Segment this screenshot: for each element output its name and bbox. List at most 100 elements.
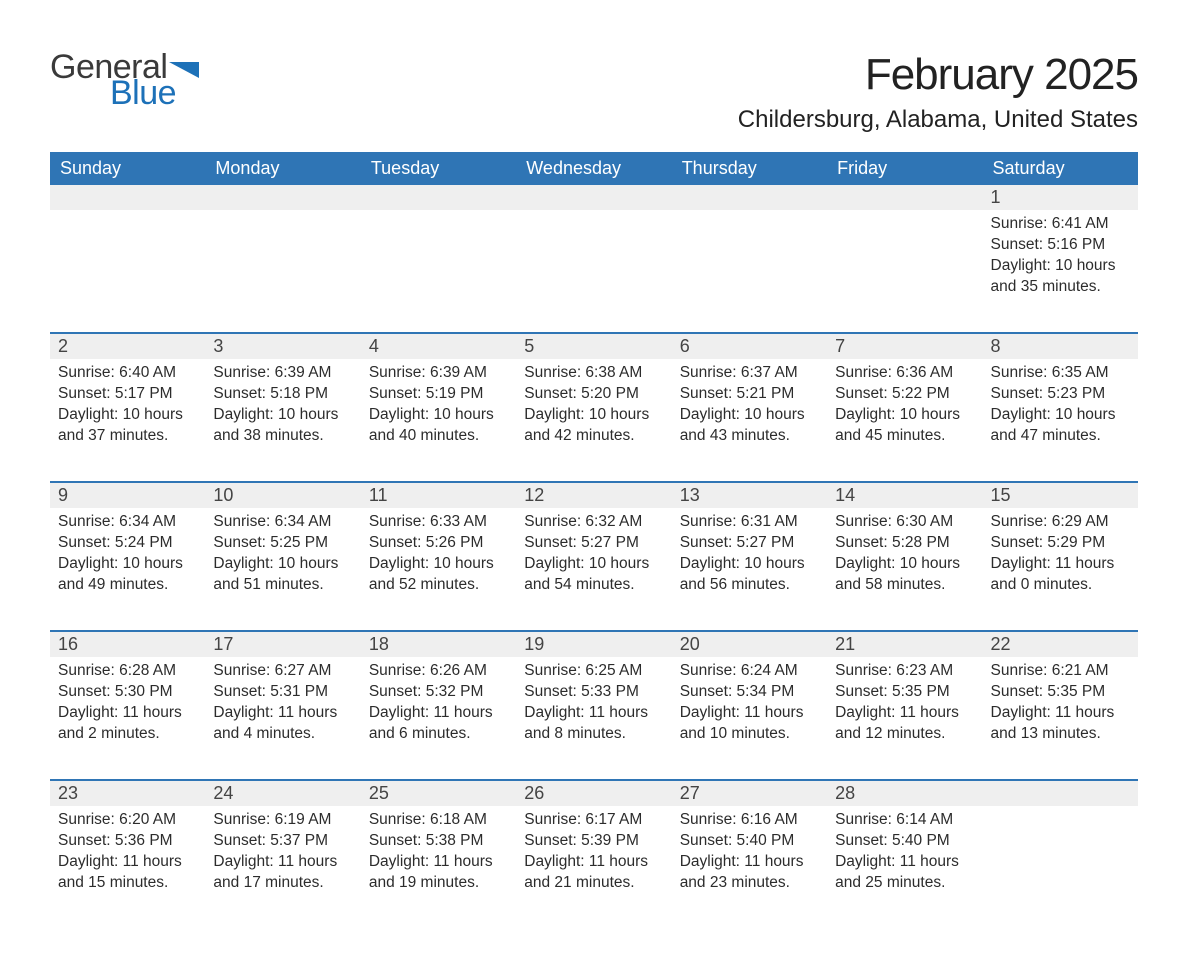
sunset-line: Sunset: 5:28 PM — [835, 533, 974, 554]
daylight-line: Daylight: 11 hours and 8 minutes. — [524, 703, 663, 745]
weekday-header: Thursday — [672, 152, 827, 185]
sunset-line: Sunset: 5:18 PM — [213, 384, 352, 405]
calendar-table: Sunday Monday Tuesday Wednesday Thursday… — [50, 152, 1138, 928]
sunrise-line: Sunrise: 6:29 AM — [991, 512, 1130, 533]
day-info-row: Sunrise: 6:28 AMSunset: 5:30 PMDaylight:… — [50, 657, 1138, 780]
sunrise-line: Sunrise: 6:28 AM — [58, 661, 197, 682]
sunrise-line: Sunrise: 6:27 AM — [213, 661, 352, 682]
day-number-cell: 3 — [205, 333, 360, 359]
day-number-cell — [827, 185, 982, 210]
sunset-line: Sunset: 5:16 PM — [991, 235, 1130, 256]
daylight-line: Daylight: 11 hours and 17 minutes. — [213, 852, 352, 894]
daylight-line: Daylight: 11 hours and 4 minutes. — [213, 703, 352, 745]
daylight-line: Daylight: 11 hours and 21 minutes. — [524, 852, 663, 894]
day-info-row: Sunrise: 6:40 AMSunset: 5:17 PMDaylight:… — [50, 359, 1138, 482]
sunset-line: Sunset: 5:40 PM — [835, 831, 974, 852]
sunset-line: Sunset: 5:21 PM — [680, 384, 819, 405]
day-number-cell: 21 — [827, 631, 982, 657]
day-number-cell: 17 — [205, 631, 360, 657]
sunrise-line: Sunrise: 6:41 AM — [991, 214, 1130, 235]
daylight-line: Daylight: 11 hours and 13 minutes. — [991, 703, 1130, 745]
day-number-cell: 12 — [516, 482, 671, 508]
daylight-line: Daylight: 10 hours and 47 minutes. — [991, 405, 1130, 447]
day-number-cell — [672, 185, 827, 210]
sunrise-line: Sunrise: 6:18 AM — [369, 810, 508, 831]
day-number-cell: 23 — [50, 780, 205, 806]
logo: General Blue — [50, 50, 199, 110]
day-info-cell: Sunrise: 6:27 AMSunset: 5:31 PMDaylight:… — [205, 657, 360, 780]
sunset-line: Sunset: 5:38 PM — [369, 831, 508, 852]
sunrise-line: Sunrise: 6:17 AM — [524, 810, 663, 831]
sunset-line: Sunset: 5:27 PM — [524, 533, 663, 554]
daylight-line: Daylight: 10 hours and 45 minutes. — [835, 405, 974, 447]
day-info-row: Sunrise: 6:34 AMSunset: 5:24 PMDaylight:… — [50, 508, 1138, 631]
daylight-line: Daylight: 10 hours and 43 minutes. — [680, 405, 819, 447]
sunrise-line: Sunrise: 6:32 AM — [524, 512, 663, 533]
weekday-header-row: Sunday Monday Tuesday Wednesday Thursday… — [50, 152, 1138, 185]
sunrise-line: Sunrise: 6:26 AM — [369, 661, 508, 682]
day-number-cell: 7 — [827, 333, 982, 359]
day-number-row: 16171819202122 — [50, 631, 1138, 657]
day-number-cell: 14 — [827, 482, 982, 508]
sunset-line: Sunset: 5:29 PM — [991, 533, 1130, 554]
sunrise-line: Sunrise: 6:39 AM — [213, 363, 352, 384]
sunset-line: Sunset: 5:34 PM — [680, 682, 819, 703]
logo-text-blue: Blue — [110, 76, 176, 110]
day-info-cell: Sunrise: 6:20 AMSunset: 5:36 PMDaylight:… — [50, 806, 205, 928]
sunrise-line: Sunrise: 6:16 AM — [680, 810, 819, 831]
daylight-line: Daylight: 10 hours and 37 minutes. — [58, 405, 197, 447]
sunrise-line: Sunrise: 6:34 AM — [213, 512, 352, 533]
day-number-cell: 25 — [361, 780, 516, 806]
day-number-cell: 4 — [361, 333, 516, 359]
day-number-cell — [983, 780, 1138, 806]
day-number-cell: 18 — [361, 631, 516, 657]
sunset-line: Sunset: 5:24 PM — [58, 533, 197, 554]
location: Childersburg, Alabama, United States — [738, 106, 1138, 134]
day-number-cell — [516, 185, 671, 210]
day-info-cell: Sunrise: 6:33 AMSunset: 5:26 PMDaylight:… — [361, 508, 516, 631]
weekday-header: Tuesday — [361, 152, 516, 185]
day-number-cell: 22 — [983, 631, 1138, 657]
sunrise-line: Sunrise: 6:20 AM — [58, 810, 197, 831]
sunset-line: Sunset: 5:17 PM — [58, 384, 197, 405]
sunrise-line: Sunrise: 6:25 AM — [524, 661, 663, 682]
header-row: General Blue February 2025 Childersburg,… — [50, 50, 1138, 134]
weekday-header: Sunday — [50, 152, 205, 185]
day-info-cell — [827, 210, 982, 333]
sunrise-line: Sunrise: 6:35 AM — [991, 363, 1130, 384]
day-number-row: 232425262728 — [50, 780, 1138, 806]
sunrise-line: Sunrise: 6:21 AM — [991, 661, 1130, 682]
daylight-line: Daylight: 11 hours and 25 minutes. — [835, 852, 974, 894]
sunset-line: Sunset: 5:22 PM — [835, 384, 974, 405]
daylight-line: Daylight: 10 hours and 51 minutes. — [213, 554, 352, 596]
weekday-header: Wednesday — [516, 152, 671, 185]
day-number-cell: 5 — [516, 333, 671, 359]
day-number-cell: 27 — [672, 780, 827, 806]
day-info-cell — [205, 210, 360, 333]
daylight-line: Daylight: 11 hours and 19 minutes. — [369, 852, 508, 894]
day-info-cell: Sunrise: 6:26 AMSunset: 5:32 PMDaylight:… — [361, 657, 516, 780]
daylight-line: Daylight: 11 hours and 10 minutes. — [680, 703, 819, 745]
day-info-cell: Sunrise: 6:21 AMSunset: 5:35 PMDaylight:… — [983, 657, 1138, 780]
day-number-cell: 9 — [50, 482, 205, 508]
day-info-cell — [361, 210, 516, 333]
day-number-cell — [361, 185, 516, 210]
sunrise-line: Sunrise: 6:33 AM — [369, 512, 508, 533]
sunrise-line: Sunrise: 6:37 AM — [680, 363, 819, 384]
day-info-cell: Sunrise: 6:17 AMSunset: 5:39 PMDaylight:… — [516, 806, 671, 928]
daylight-line: Daylight: 10 hours and 49 minutes. — [58, 554, 197, 596]
sunset-line: Sunset: 5:32 PM — [369, 682, 508, 703]
sunrise-line: Sunrise: 6:31 AM — [680, 512, 819, 533]
day-info-cell: Sunrise: 6:34 AMSunset: 5:25 PMDaylight:… — [205, 508, 360, 631]
day-number-cell — [205, 185, 360, 210]
day-info-cell: Sunrise: 6:28 AMSunset: 5:30 PMDaylight:… — [50, 657, 205, 780]
sunrise-line: Sunrise: 6:39 AM — [369, 363, 508, 384]
day-number-cell: 19 — [516, 631, 671, 657]
day-info-cell: Sunrise: 6:18 AMSunset: 5:38 PMDaylight:… — [361, 806, 516, 928]
day-info-cell: Sunrise: 6:34 AMSunset: 5:24 PMDaylight:… — [50, 508, 205, 631]
sunset-line: Sunset: 5:31 PM — [213, 682, 352, 703]
day-number-cell: 15 — [983, 482, 1138, 508]
day-number-cell — [50, 185, 205, 210]
daylight-line: Daylight: 10 hours and 38 minutes. — [213, 405, 352, 447]
sunset-line: Sunset: 5:35 PM — [835, 682, 974, 703]
